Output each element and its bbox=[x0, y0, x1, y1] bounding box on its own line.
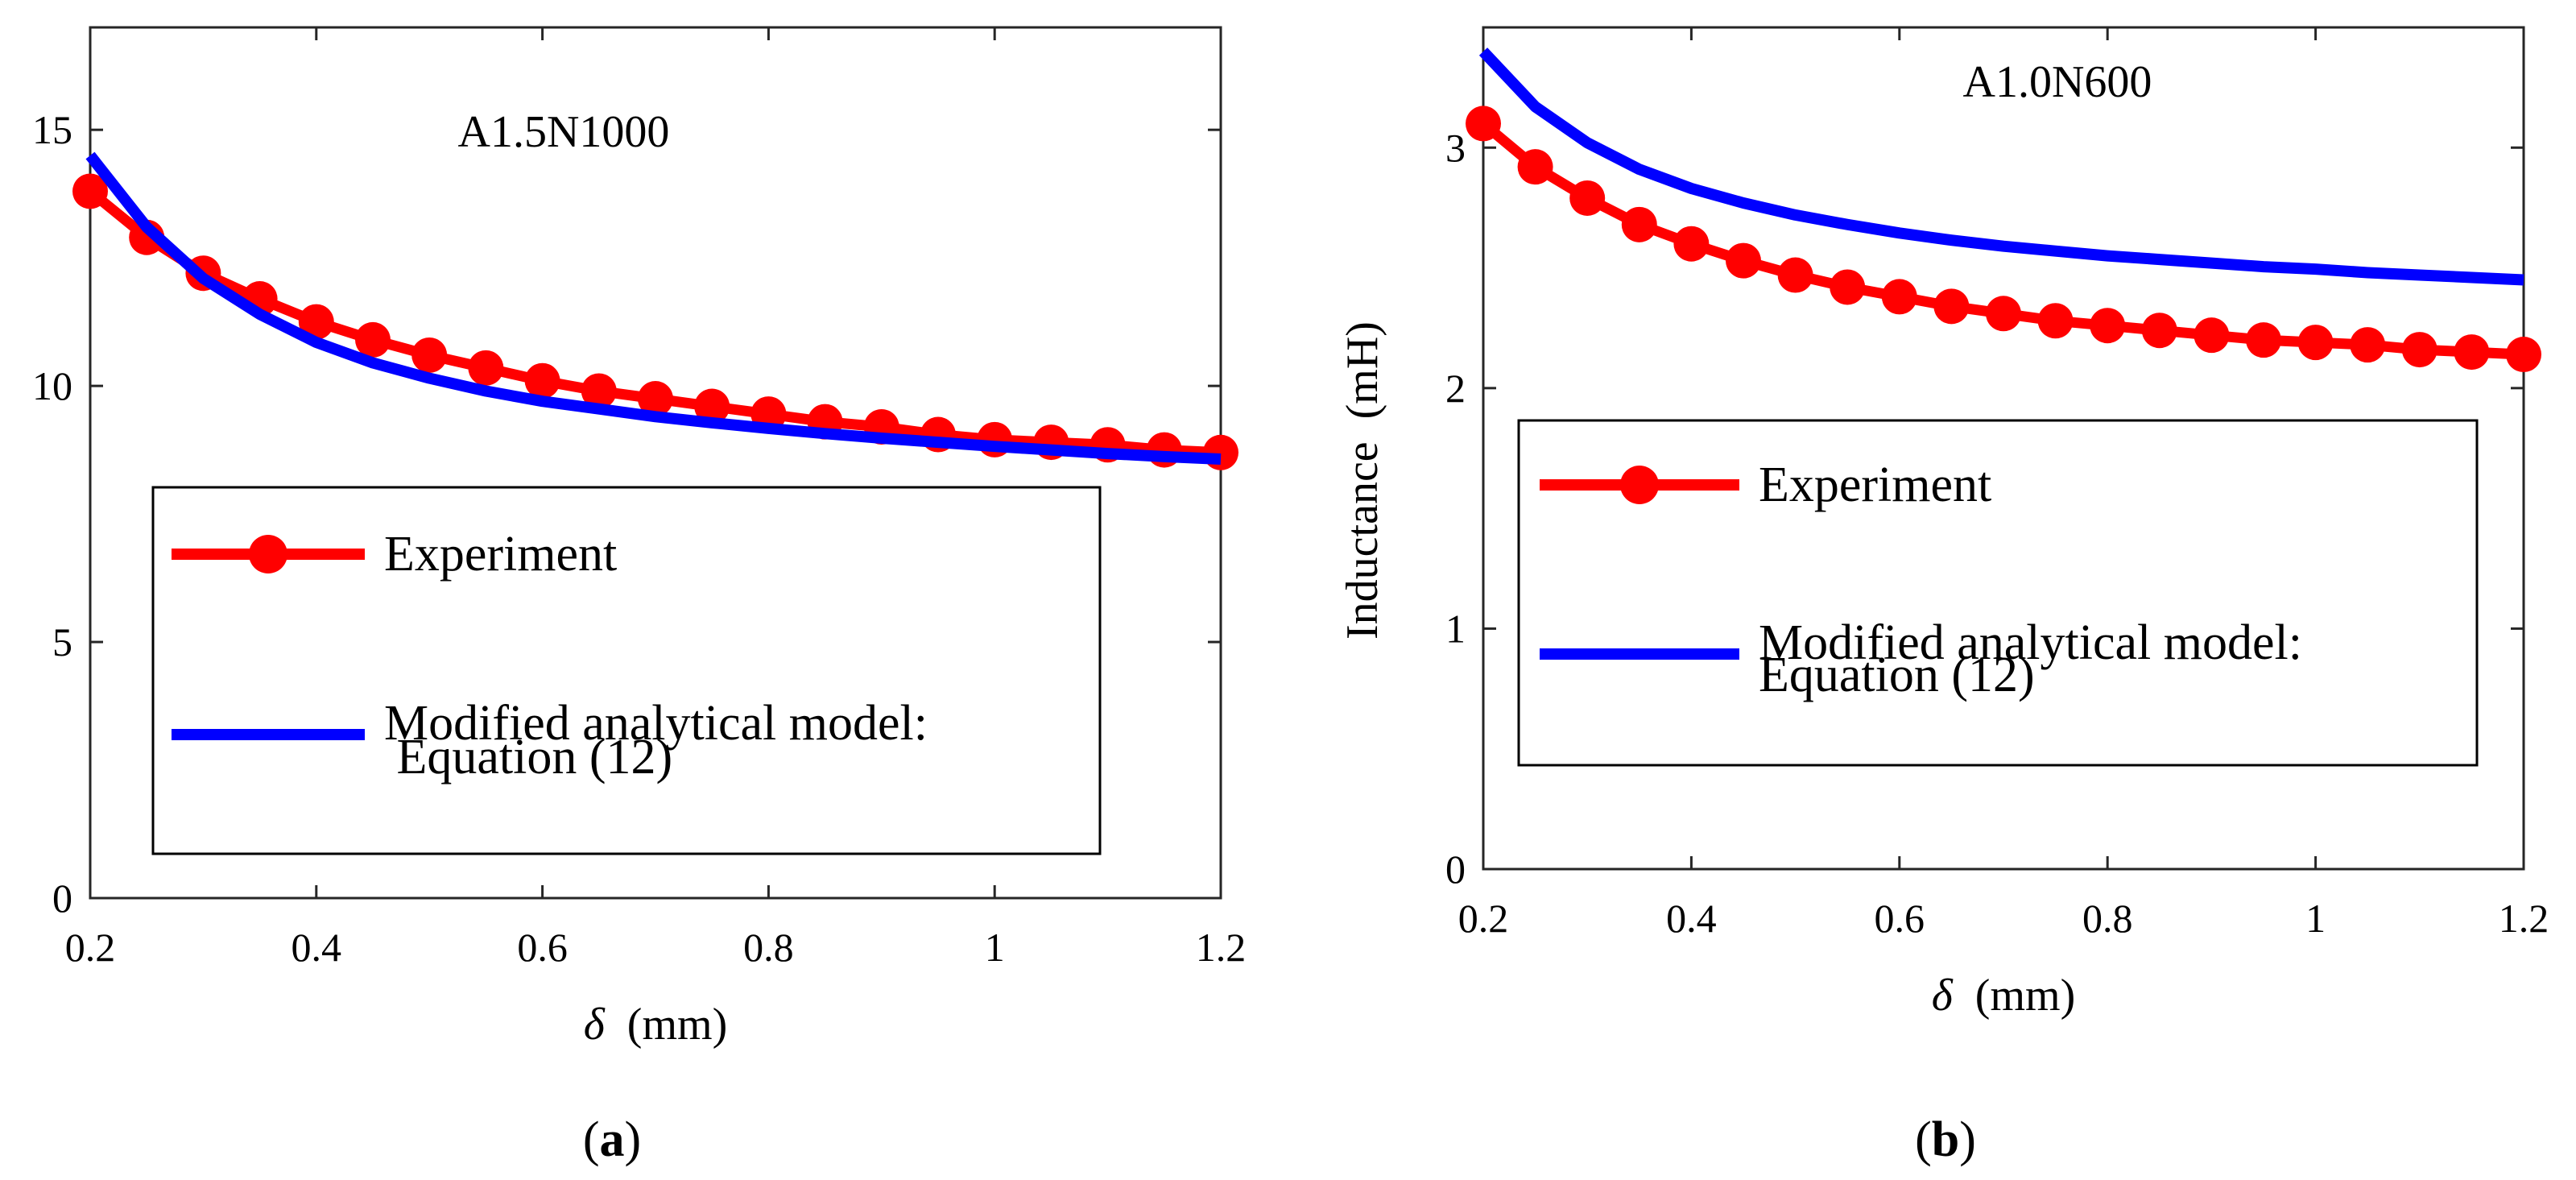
data-point bbox=[2090, 308, 2126, 344]
y-tick-label: 0 bbox=[1445, 847, 1466, 892]
panel-annotation: A1.5N1000 bbox=[458, 107, 670, 157]
x-tick-label: 0.4 bbox=[292, 925, 342, 970]
axes-box bbox=[1482, 26, 2525, 871]
panel-annotation: A1.0N600 bbox=[1963, 57, 2152, 107]
series-line-model bbox=[1478, 48, 2524, 286]
data-point bbox=[694, 388, 730, 424]
legend-label: Modified analytical model: bbox=[384, 696, 928, 751]
data-point bbox=[2037, 303, 2074, 339]
x-tick-label: 1.2 bbox=[2499, 896, 2549, 941]
x-tick-label: 0.6 bbox=[1875, 896, 1925, 941]
legend-label: Equation (12) bbox=[1759, 648, 2035, 702]
x-axis-unit: (mm) bbox=[1953, 971, 2075, 1021]
x-tick-label: 1 bbox=[2305, 896, 2326, 941]
legend-label: Modified analytical model: bbox=[1759, 615, 2302, 670]
data-point bbox=[581, 373, 617, 409]
legend-marker bbox=[249, 535, 287, 573]
data-point bbox=[1986, 296, 2021, 332]
data-point bbox=[2350, 327, 2386, 363]
chart-panel-b: 0.2 0.4 0.6 0.8 1 1.2 0 1 2 3 A1.0N600 Experiment Mo… bbox=[1338, 26, 2549, 1167]
data-point bbox=[468, 350, 504, 386]
legend-box bbox=[151, 486, 1102, 855]
legend-marker bbox=[1620, 466, 1659, 504]
data-point bbox=[524, 362, 560, 399]
data-point bbox=[2506, 337, 2541, 373]
x-tick-label: 0.8 bbox=[2082, 896, 2133, 941]
data-point bbox=[2454, 334, 2490, 371]
x-axis-symbol: δ bbox=[1932, 971, 1954, 1021]
legend-label: Experiment bbox=[1759, 458, 1991, 512]
y-tick-label: 0 bbox=[52, 876, 72, 921]
data-point bbox=[1881, 279, 1917, 315]
legend-label: Equation (12) bbox=[384, 730, 672, 785]
data-point bbox=[2297, 325, 2334, 361]
panel-caption: (b) bbox=[1915, 1112, 1976, 1167]
data-point bbox=[1830, 269, 1866, 305]
legend-box bbox=[1517, 419, 2479, 767]
data-point bbox=[2194, 317, 2230, 354]
y-axis-label: Inductance (mH) bbox=[1338, 321, 1387, 640]
y-tick-label: 3 bbox=[1445, 125, 1466, 170]
data-point bbox=[638, 381, 673, 417]
x-tick-label: 0.4 bbox=[1666, 896, 1717, 941]
data-point bbox=[72, 173, 108, 209]
panel-caption: (a) bbox=[583, 1112, 641, 1167]
data-point bbox=[1933, 288, 1970, 325]
data-point bbox=[411, 337, 448, 373]
x-tick-label: 0.8 bbox=[743, 925, 794, 970]
x-tick-label: 1 bbox=[985, 925, 1005, 970]
y-tick-label: 1 bbox=[1445, 606, 1466, 651]
x-tick-label: 0.2 bbox=[1458, 896, 1509, 941]
data-point bbox=[355, 321, 391, 358]
x-axis-label: δ (mm) bbox=[584, 1000, 727, 1050]
panel-letter: a bbox=[600, 1112, 625, 1167]
y-tick-label: 2 bbox=[1445, 366, 1466, 411]
data-point bbox=[1569, 180, 1606, 216]
data-point bbox=[1466, 106, 1501, 142]
data-point bbox=[1203, 434, 1238, 470]
y-tick-label: 10 bbox=[32, 363, 72, 408]
x-axis-symbol: δ bbox=[584, 1000, 606, 1050]
x-axis-label: δ (mm) bbox=[1932, 971, 2075, 1021]
y-tick-label: 15 bbox=[32, 107, 72, 152]
x-tick-label: 0.6 bbox=[517, 925, 568, 970]
legend-label: Experiment bbox=[384, 527, 617, 582]
series-line-model bbox=[85, 151, 1222, 465]
data-point bbox=[1777, 257, 1813, 293]
data-point bbox=[2401, 332, 2437, 368]
data-point bbox=[1726, 242, 1761, 279]
data-point bbox=[2246, 322, 2281, 358]
panel-letter: b bbox=[1932, 1112, 1959, 1167]
data-point bbox=[1673, 226, 1710, 262]
chart-panel-a: 0.2 0.4 0.6 0.8 1 1.2 0 5 10 15 A1.5N1000 Experimen… bbox=[32, 26, 1247, 1167]
x-tick-label: 0.2 bbox=[65, 925, 116, 970]
y-tick-label: 5 bbox=[52, 619, 72, 665]
data-point bbox=[2141, 313, 2177, 349]
x-tick-label: 1.2 bbox=[1196, 925, 1247, 970]
x-axis-unit: (mm) bbox=[605, 1000, 727, 1050]
data-point bbox=[1621, 206, 1657, 242]
data-point bbox=[1517, 149, 1553, 185]
data-point bbox=[298, 304, 334, 340]
